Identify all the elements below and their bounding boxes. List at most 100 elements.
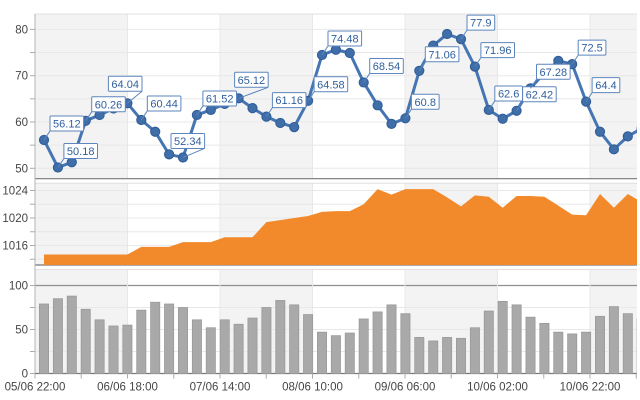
humidity-bar[interactable] bbox=[164, 303, 175, 374]
point-label-box bbox=[313, 76, 349, 93]
humidity-bar[interactable] bbox=[178, 307, 188, 374]
humidity-bar[interactable] bbox=[539, 322, 550, 374]
point-label-text: 50.18 bbox=[67, 146, 95, 158]
temperature-point-marker[interactable] bbox=[386, 118, 397, 129]
label-connector bbox=[488, 100, 496, 111]
point-label-box bbox=[234, 71, 269, 88]
point-label-text: 71.06 bbox=[428, 49, 456, 61]
humidity-bar[interactable] bbox=[303, 314, 314, 374]
label-connector bbox=[85, 111, 93, 122]
humidity-bar[interactable] bbox=[372, 311, 383, 374]
temperature-point-marker[interactable] bbox=[136, 114, 147, 126]
point-label-box bbox=[424, 46, 460, 63]
label-connector bbox=[530, 79, 537, 89]
temperature-point-marker[interactable] bbox=[442, 28, 453, 40]
temperature-point-marker[interactable] bbox=[594, 126, 606, 137]
temperature-point-marker[interactable] bbox=[608, 144, 620, 155]
humidity-bar[interactable] bbox=[428, 340, 439, 374]
temperature-point-marker[interactable] bbox=[205, 104, 216, 116]
label-connector bbox=[585, 92, 593, 102]
x-axis-tick-label: 10/06 02:00 bbox=[467, 382, 528, 394]
point-label-box bbox=[49, 115, 85, 132]
humidity-bar[interactable] bbox=[567, 333, 578, 374]
point-label-text: 61.16 bbox=[275, 95, 303, 107]
humidity-bar[interactable] bbox=[386, 304, 397, 374]
temperature-point-marker[interactable] bbox=[247, 103, 258, 114]
humidity-bar[interactable] bbox=[108, 325, 119, 374]
humidity-bar[interactable] bbox=[52, 298, 63, 374]
point-label-text: 71.96 bbox=[484, 45, 512, 57]
humidity-bar[interactable] bbox=[247, 317, 258, 374]
humidity-bar[interactable] bbox=[289, 304, 300, 374]
humidity-bar[interactable] bbox=[275, 300, 286, 374]
point-label-text: 62.42 bbox=[526, 89, 554, 101]
humidity-bar[interactable] bbox=[442, 337, 453, 374]
humidity-bar[interactable] bbox=[414, 337, 425, 374]
x-axis-tick-label: 09/06 06:00 bbox=[375, 382, 436, 394]
point-label-box bbox=[170, 132, 206, 149]
temperature-point-marker[interactable] bbox=[66, 157, 77, 168]
humidity-bar[interactable] bbox=[469, 327, 480, 374]
temperature-point-marker[interactable] bbox=[164, 149, 175, 160]
humidity-bar[interactable] bbox=[622, 313, 633, 374]
temperature-point-marker[interactable] bbox=[316, 49, 328, 61]
humidity-bar[interactable] bbox=[233, 323, 244, 374]
y-axis-tick-label: 80 bbox=[15, 24, 28, 36]
humidity-bar[interactable] bbox=[581, 331, 592, 374]
humidity-bar[interactable] bbox=[219, 319, 230, 374]
humidity-bar[interactable] bbox=[456, 337, 466, 374]
x-axis-tick-label: 10/06 22:00 bbox=[560, 382, 621, 394]
pressure-area-series[interactable] bbox=[44, 189, 640, 265]
temperature-point-marker[interactable] bbox=[150, 126, 161, 137]
temperature-point-marker[interactable] bbox=[289, 121, 300, 133]
temperature-point-marker[interactable] bbox=[275, 117, 286, 129]
point-label-box bbox=[63, 142, 98, 159]
temperature-point-marker[interactable] bbox=[497, 113, 508, 124]
x-band bbox=[35, 183, 128, 265]
humidity-bar[interactable] bbox=[80, 308, 91, 374]
temperature-point-marker[interactable] bbox=[330, 44, 341, 55]
humidity-bar[interactable] bbox=[400, 313, 411, 374]
humidity-bar[interactable] bbox=[497, 300, 508, 374]
humidity-bar[interactable] bbox=[511, 304, 522, 374]
humidity-bar[interactable] bbox=[595, 315, 605, 374]
humidity-bar[interactable] bbox=[525, 316, 536, 374]
humidity-bar[interactable] bbox=[205, 327, 216, 374]
humidity-bar[interactable] bbox=[483, 310, 494, 374]
humidity-bar[interactable] bbox=[94, 319, 105, 374]
humidity-bar[interactable] bbox=[66, 295, 77, 374]
panel-pressure: 1016 1020 1024 bbox=[2, 182, 640, 266]
humidity-bar[interactable] bbox=[553, 331, 564, 374]
y-axis-tick-label: 50 bbox=[15, 163, 28, 175]
label-connector bbox=[265, 107, 273, 117]
x-axis-tick-label: 06/06 18:00 bbox=[97, 382, 158, 394]
humidity-bar[interactable] bbox=[344, 332, 355, 374]
point-label-text: 56.12 bbox=[53, 118, 81, 130]
label-connector bbox=[460, 29, 468, 40]
humidity-bar[interactable] bbox=[317, 331, 327, 374]
point-label-box bbox=[591, 77, 621, 94]
point-label-box bbox=[202, 90, 237, 107]
humidity-bar[interactable] bbox=[191, 319, 202, 374]
point-label-box bbox=[577, 39, 607, 56]
humidity-bar[interactable] bbox=[136, 309, 147, 374]
x-axis: 05/06 22:00 06/06 18:00 07/06 14:00 08/06 1… bbox=[5, 373, 637, 394]
humidity-bar[interactable] bbox=[330, 335, 341, 374]
label-connector bbox=[43, 130, 51, 141]
humidity-bar[interactable] bbox=[39, 303, 49, 374]
humidity-bar[interactable] bbox=[358, 318, 369, 374]
temperature-point-marker[interactable] bbox=[622, 131, 633, 142]
humidity-bar[interactable] bbox=[150, 301, 161, 374]
temperature-point-marker[interactable] bbox=[344, 47, 355, 59]
y-axis-tick-label: 1020 bbox=[2, 213, 28, 225]
point-label-box bbox=[480, 42, 515, 59]
temperature-point-marker[interactable] bbox=[372, 100, 383, 111]
label-connector bbox=[182, 148, 205, 158]
x-axis-tick-label: 08/06 10:00 bbox=[282, 382, 343, 394]
humidity-bar[interactable] bbox=[608, 306, 619, 374]
humidity-bar[interactable] bbox=[261, 307, 272, 374]
humidity-bar[interactable] bbox=[122, 324, 133, 374]
point-label-text: 68.54 bbox=[373, 61, 401, 73]
point-label-box bbox=[410, 93, 440, 110]
